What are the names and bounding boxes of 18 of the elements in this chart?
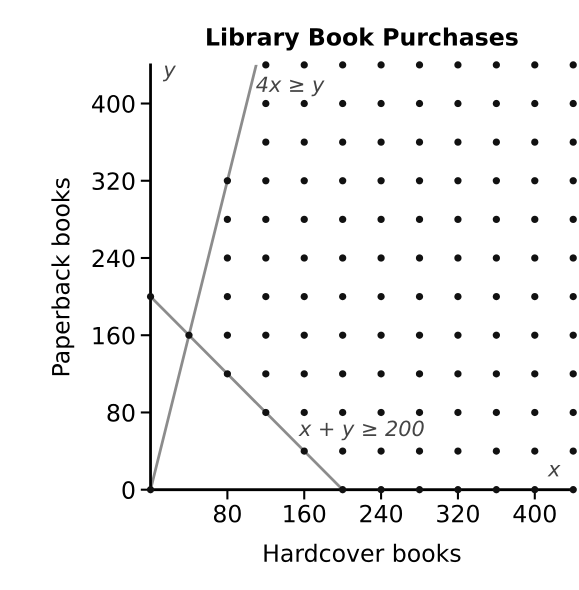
x-tick-label: 80: [214, 504, 241, 523]
x-tick-label: 400: [513, 504, 556, 523]
annotation: x + y ≥ 200: [298, 420, 424, 440]
x-tick-label: 160: [284, 504, 326, 523]
y-tick-label: 160: [93, 326, 134, 345]
annotation: x: [547, 464, 561, 476]
y-tick-label: 80: [108, 404, 134, 422]
y-tick-label: 240: [92, 249, 134, 268]
y-tick-label: 320: [92, 172, 134, 190]
annotation: y: [162, 66, 176, 82]
chart-title: Library Book Purchases: [207, 28, 518, 51]
annotation: 4x ≥ y: [256, 76, 325, 96]
x-tick-label: 320: [437, 504, 479, 523]
y-tick-label: 0: [122, 481, 134, 500]
x-axis-title: Hardcover books: [264, 544, 460, 562]
y-tick-label: 400: [92, 94, 134, 113]
y-axis-title: Paperback books: [51, 178, 74, 376]
x-tick-label: 240: [360, 504, 402, 523]
